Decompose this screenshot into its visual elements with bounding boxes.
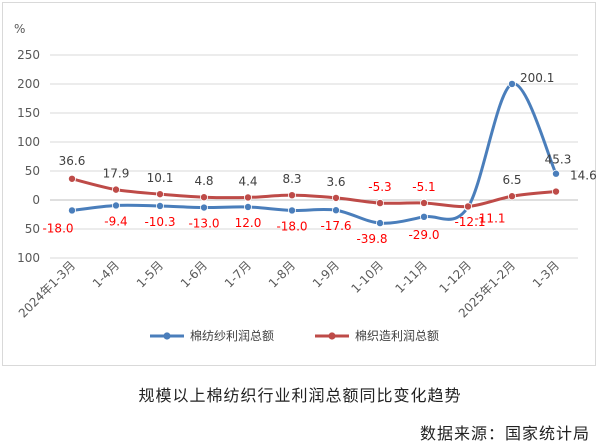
data-point: [507, 79, 516, 88]
data-point: [463, 202, 472, 211]
x-tick-label: 1-11月: [392, 258, 430, 296]
legend-marker: [328, 332, 336, 340]
data-point: [112, 201, 121, 210]
data-label: -11.1: [474, 211, 505, 225]
data-point: [375, 199, 384, 208]
chart-caption: 规模以上棉纺织行业利润总额同比变化趋势: [138, 386, 462, 405]
x-tick-label: 1-8月: [266, 258, 298, 290]
data-label: 4.8: [194, 174, 213, 188]
x-tick-label: 1-4月: [90, 258, 122, 290]
y-tick-label: 50: [25, 164, 40, 178]
y-tick-label: 150: [17, 106, 40, 120]
data-point: [419, 198, 428, 207]
data-label: -18.0: [42, 221, 73, 235]
data-point: [155, 201, 164, 210]
x-tick-label: 1-7月: [222, 258, 254, 290]
line-chart: 100 50 0 50 100 150 200 250% 2024年1-3月 1-4月 1-5月 1-…: [14, 22, 597, 343]
data-point: [507, 192, 516, 201]
data-label: -5.3: [368, 180, 391, 194]
data-label: -39.8: [356, 232, 387, 246]
x-tick-label: 1-5月: [134, 258, 166, 290]
data-label: 12.0: [235, 216, 262, 230]
data-label: -10.3: [144, 215, 175, 229]
data-source: 数据来源：国家统计局: [419, 424, 590, 443]
chart-frame: [2, 2, 596, 366]
legend-marker: [163, 332, 171, 340]
data-point: [243, 193, 252, 202]
data-label: 3.6: [326, 175, 345, 189]
y-tick-label: 100: [17, 251, 40, 265]
data-label: 8.3: [282, 172, 301, 186]
y-axis-unit: %: [14, 22, 25, 36]
data-point: [243, 202, 252, 211]
data-point: [199, 203, 208, 212]
y-tick-label: 0: [32, 193, 40, 207]
x-tick-label: 1-3月: [530, 258, 562, 290]
data-label: 14.6: [570, 169, 597, 183]
y-tick-label: 250: [17, 48, 40, 62]
legend-label: 棉织造利润总额: [355, 329, 439, 343]
data-point: [552, 187, 561, 196]
data-point: [552, 169, 561, 178]
data-label: -17.6: [320, 219, 351, 233]
x-tick-label: 2024年1-3月: [16, 258, 78, 320]
y-tick-label: 200: [17, 77, 40, 91]
data-label: 10.1: [147, 171, 174, 185]
data-label: -13.0: [188, 217, 219, 231]
data-point: [375, 219, 384, 228]
data-point: [68, 174, 77, 183]
data-point: [287, 191, 296, 200]
data-label: 36.6: [59, 154, 86, 168]
series-line: [71, 177, 557, 209]
x-tick-label: 1-6月: [178, 258, 210, 290]
data-point: [419, 212, 428, 221]
y-tick-label: 100: [17, 135, 40, 149]
data-point: [199, 193, 208, 202]
data-label: 45.3: [545, 153, 572, 167]
x-tick-label: 1-12月: [436, 258, 474, 296]
data-point: [112, 185, 121, 194]
data-point: [331, 193, 340, 202]
data-point: [68, 206, 77, 215]
data-point: [331, 206, 340, 215]
data-point: [155, 190, 164, 199]
data-label: -18.0: [276, 219, 307, 233]
data-label: 200.1: [520, 71, 554, 85]
data-label: 17.9: [103, 167, 130, 181]
data-point: [287, 206, 296, 215]
data-label: 6.5: [502, 173, 521, 187]
x-tick-label: 1-9月: [310, 258, 342, 290]
y-tick-label: 50: [25, 222, 40, 236]
legend-label: 棉纺纱利润总额: [190, 329, 274, 343]
data-label: 4.4: [238, 174, 257, 188]
data-label: -5.1: [412, 180, 435, 194]
data-label: -9.4: [104, 214, 127, 228]
data-label: -12.1: [454, 215, 485, 229]
x-tick-label: 1-10月: [348, 258, 386, 296]
data-label: -29.0: [408, 228, 439, 242]
